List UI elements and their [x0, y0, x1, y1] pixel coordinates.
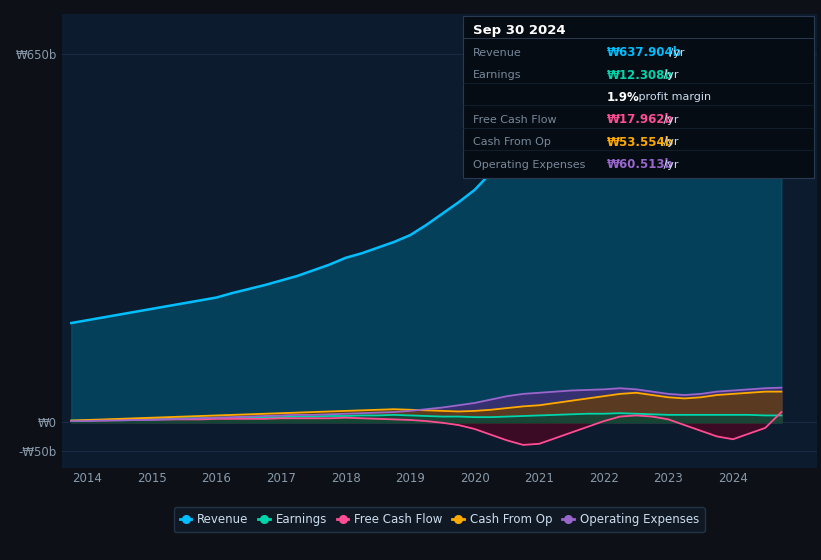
Text: profit margin: profit margin	[635, 92, 712, 102]
Text: /yr: /yr	[660, 137, 679, 147]
Text: Revenue: Revenue	[473, 48, 521, 58]
Text: ₩17.962b: ₩17.962b	[607, 113, 673, 127]
Text: Operating Expenses: Operating Expenses	[473, 160, 585, 170]
Text: 1.9%: 1.9%	[607, 91, 640, 104]
Text: Sep 30 2024: Sep 30 2024	[473, 24, 566, 37]
Text: /yr: /yr	[660, 160, 679, 170]
Text: ₩637.904b: ₩637.904b	[607, 46, 682, 59]
Text: /yr: /yr	[660, 70, 679, 80]
Text: /yr: /yr	[666, 48, 685, 58]
Text: ₩53.554b: ₩53.554b	[607, 136, 674, 149]
Text: Free Cash Flow: Free Cash Flow	[473, 115, 557, 125]
Text: /yr: /yr	[660, 115, 679, 125]
Text: Earnings: Earnings	[473, 70, 521, 80]
Text: ₩60.513b: ₩60.513b	[607, 158, 673, 171]
Text: Cash From Op: Cash From Op	[473, 137, 551, 147]
Legend: Revenue, Earnings, Free Cash Flow, Cash From Op, Operating Expenses: Revenue, Earnings, Free Cash Flow, Cash …	[174, 507, 704, 532]
Text: ₩12.308b: ₩12.308b	[607, 68, 673, 82]
